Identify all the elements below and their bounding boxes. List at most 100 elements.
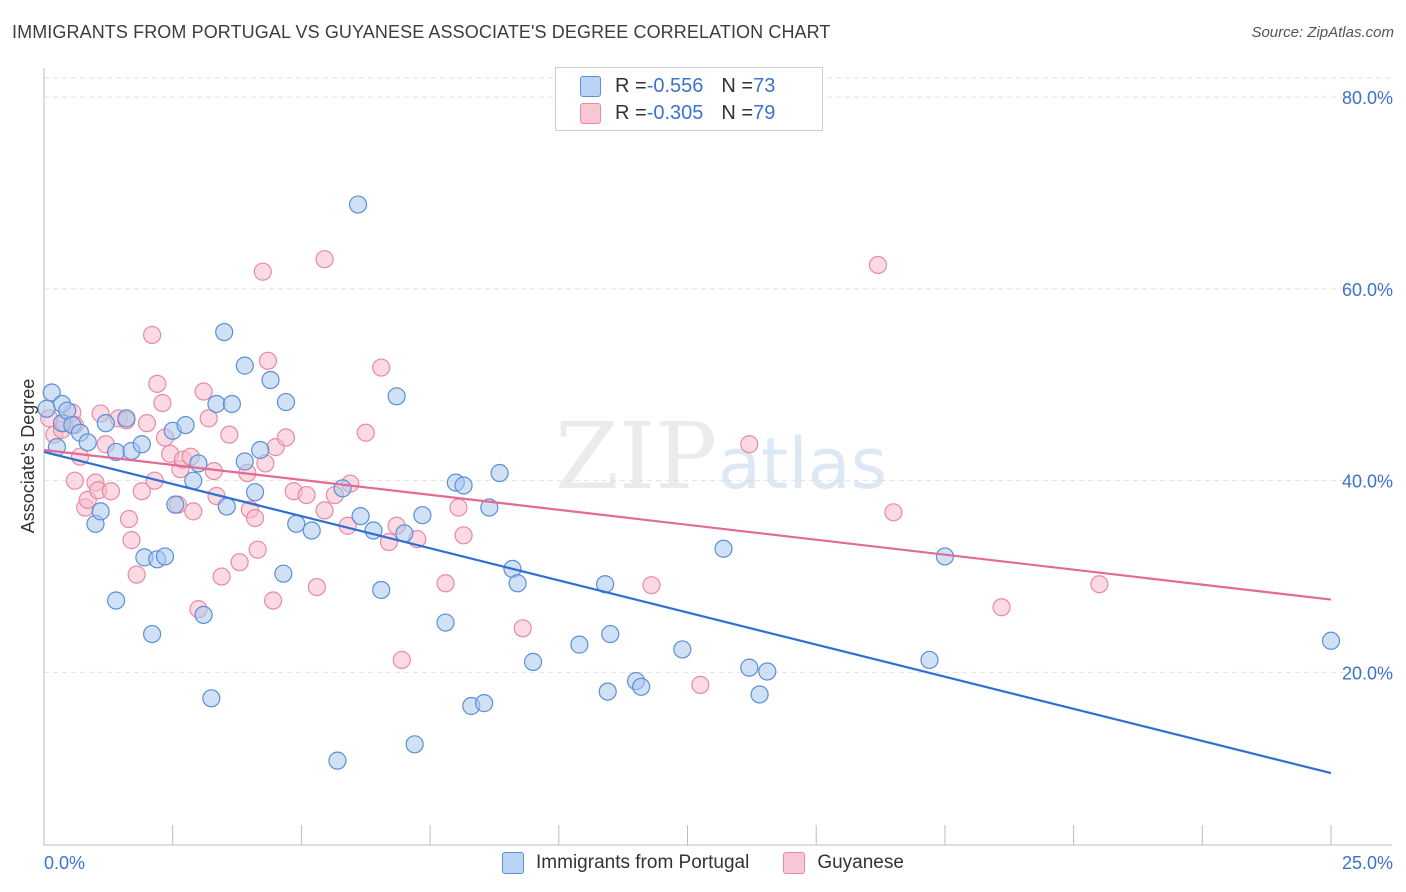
data-point [176,415,195,435]
data-point [235,452,254,471]
data-point [42,383,61,402]
data-point [91,502,110,521]
n-label: N = [721,101,754,124]
data-point [992,598,1011,617]
guyanese-swatch [580,102,601,124]
data-point [601,624,620,644]
y-tick-label: 20.0% [1342,663,1393,683]
data-point [212,567,231,586]
data-point [78,433,97,452]
data-point [245,508,265,528]
legend-item-guyanese[interactable]: Guyanese [783,852,904,874]
portugal-swatch [580,75,601,97]
data-point [714,539,733,558]
data-point [1090,575,1109,594]
data-point [1321,631,1341,650]
data-point [302,521,321,540]
trend-line-portugal [43,450,1332,775]
watermark-atlas: atlas [718,423,887,505]
source-label: Source: ZipAtlas.com [1251,24,1394,41]
trend-lines [43,448,1332,775]
data-point [328,751,347,770]
data-point [475,694,494,713]
x-tick-label: 0.0% [44,853,85,873]
data-point [248,540,267,559]
data-point [251,440,270,460]
data-point [523,652,543,671]
r-label: R = [615,101,647,124]
data-point [449,498,468,517]
data-point [508,574,527,593]
data-point [315,501,334,520]
data-point [372,580,391,600]
portugal-swatch [502,852,525,874]
data-point [153,393,172,413]
data-point [691,675,710,694]
r-label: R = [615,74,647,97]
data-point [258,351,278,370]
data-point [101,482,121,501]
data-point [230,553,249,572]
data-point [96,414,115,433]
r-value: -0.556 [646,74,704,97]
data-point [245,483,265,502]
data-point [740,435,759,454]
data-point [215,322,234,342]
x-tick-label: 25.0% [1342,853,1393,873]
series-legend: Immigrants from Portugal Guyanese [0,852,1406,874]
data-point [454,526,473,545]
legend-row-portugal: R = -0.556 N = 73 [580,73,775,99]
series-portugal-points [37,195,1341,770]
data-point [137,414,157,433]
data-point [261,370,280,390]
data-point [143,325,162,345]
data-point [199,409,218,428]
y-axis-label: Associate's Degree [18,379,38,534]
watermark-zip: ZIP [555,403,717,510]
data-point [454,476,473,495]
data-point [513,619,532,638]
data-point [194,382,213,401]
correlation-legend: R = -0.556 N = 73 R = -0.305 N = 79 [555,67,823,131]
data-point [436,613,455,632]
legend-item-portugal[interactable]: Immigrants from Portugal [502,852,749,874]
data-point [276,392,296,412]
data-point [315,250,334,269]
data-point [356,423,375,442]
data-point [202,689,221,708]
data-point [132,435,151,454]
n-label: N = [721,74,754,97]
data-point [884,503,903,522]
data-point [920,650,939,670]
chart-title: IMMIGRANTS FROM PORTUGAL VS GUYANESE ASS… [12,22,831,42]
data-point [740,658,759,677]
data-point [127,565,146,584]
data-point [287,514,306,533]
data-point [276,428,296,447]
legend-label-guyanese: Guyanese [817,852,904,873]
data-point [122,531,141,550]
r-value: -0.305 [646,101,704,124]
data-point [436,574,455,593]
data-point [117,409,136,428]
data-point [868,255,888,275]
data-point [148,374,167,393]
data-point [274,564,293,583]
data-point [37,399,56,418]
data-point [207,394,226,414]
tick-labels: 20.0% 40.0% 60.0% 80.0% 0.0% 25.0% [44,88,1393,873]
data-point [372,358,391,377]
data-point [490,463,509,483]
data-point [413,506,432,525]
data-point [351,507,370,526]
data-point [217,497,236,516]
n-value: 79 [753,101,776,124]
data-point [758,662,777,681]
data-point [307,577,326,597]
data-point [143,624,162,644]
guyanese-swatch [783,852,806,874]
data-point [65,471,84,490]
data-point [235,356,254,375]
data-point [348,195,368,214]
